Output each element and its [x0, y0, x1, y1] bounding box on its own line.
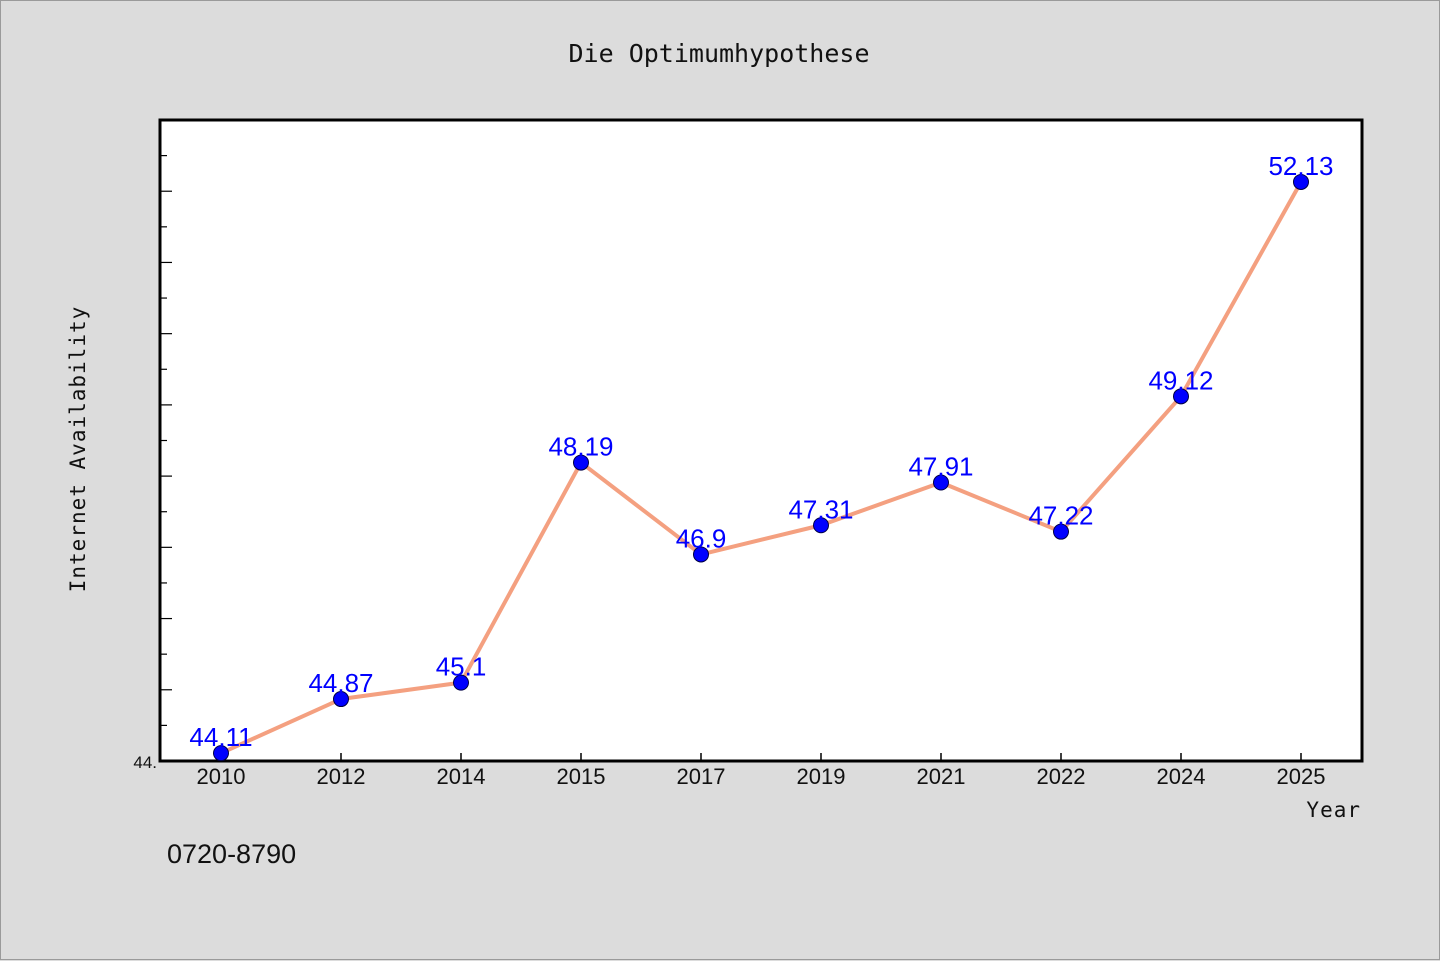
- data-point: [1053, 523, 1069, 540]
- data-label: 44.87: [308, 668, 373, 698]
- x-axis-ticks: 2010 2012 2014 2015 2017 2019 2021 2022 2024 2025: [197, 753, 1326, 789]
- series-layer: 44.11 44.87 45.1 48.19 46.9 47.31 47.91 47.22 49…: [189, 151, 1334, 762]
- footer-code: 0720-8790: [167, 839, 296, 869]
- y-axis-ticks: [160, 119, 172, 762]
- y-tick-label: 44.: [133, 753, 157, 772]
- plot-area: [158, 118, 1364, 763]
- x-tick-label: 2021: [917, 764, 966, 789]
- data-label: 47.31: [788, 494, 853, 524]
- data-point: [213, 745, 229, 762]
- data-label: 44.11: [189, 722, 252, 752]
- series-line: [220, 180, 1303, 755]
- x-axis-label: Year: [1306, 798, 1361, 822]
- data-label: 45.1: [436, 652, 487, 682]
- data-label: 47.22: [1028, 501, 1093, 531]
- data-point: [933, 474, 949, 491]
- x-tick-label: 2015: [557, 764, 606, 789]
- x-tick-label: 2025: [1277, 764, 1326, 789]
- data-point: [1173, 388, 1189, 405]
- x-tick-label: 2014: [437, 764, 486, 789]
- x-tick-label: 2010: [197, 764, 246, 789]
- x-tick-label: 2012: [317, 764, 366, 789]
- x-tick-label: 2024: [1157, 764, 1206, 789]
- data-label: 48.19: [548, 432, 613, 462]
- data-point: [333, 691, 349, 708]
- y-axis-label: Internet Availability: [66, 306, 90, 593]
- x-tick-label: 2019: [797, 764, 846, 789]
- x-tick-label: 2022: [1037, 764, 1086, 789]
- data-point: [813, 517, 829, 534]
- data-point: [693, 546, 709, 563]
- x-tick-label: 2017: [677, 764, 726, 789]
- data-point: [453, 674, 469, 691]
- data-label: 47.91: [908, 452, 973, 482]
- data-point: [573, 454, 589, 471]
- data-point: [1293, 173, 1309, 190]
- data-label: 49.12: [1148, 365, 1213, 395]
- data-label: 52.13: [1268, 151, 1333, 181]
- chart-title: Die Optimumhypothese: [568, 39, 869, 68]
- data-label: 46.9: [676, 523, 727, 553]
